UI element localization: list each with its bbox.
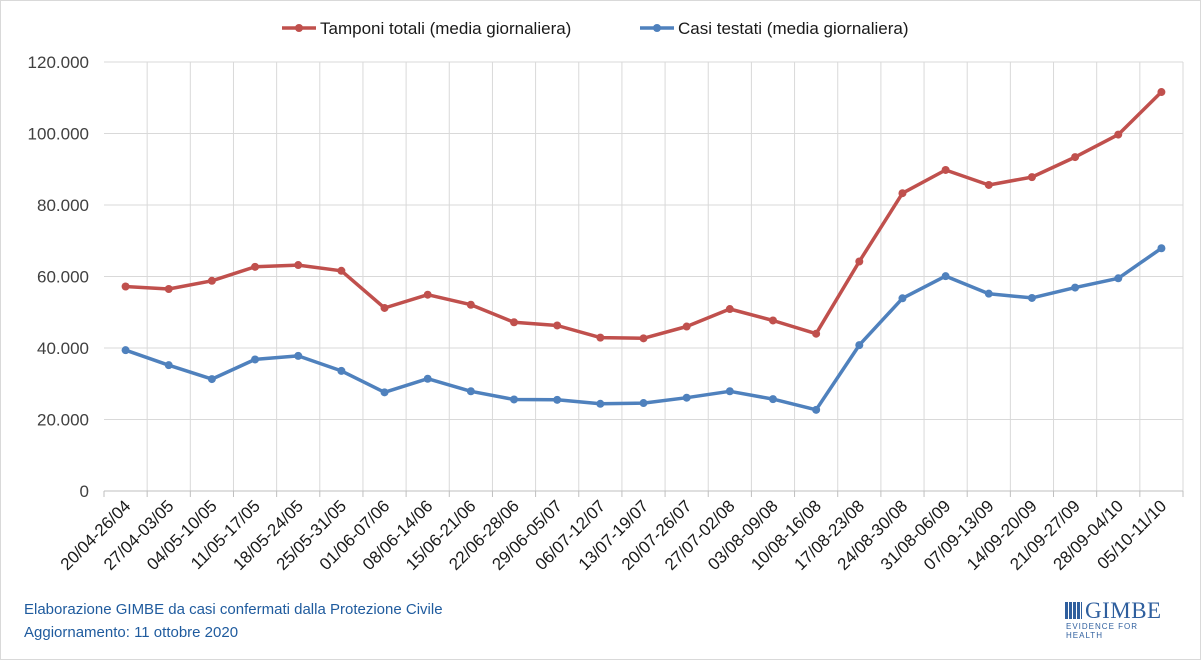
series-2-point — [596, 399, 605, 408]
y-tick-label: 20.000 — [37, 411, 89, 430]
series-1-point — [337, 266, 346, 275]
y-tick-label: 0 — [80, 482, 89, 501]
series-2-point — [380, 388, 389, 397]
series-1-point — [207, 276, 216, 285]
series-1-point — [1114, 130, 1123, 139]
y-tick-label: 120.000 — [28, 53, 89, 72]
y-tick-label: 40.000 — [37, 339, 89, 358]
series-2-point — [768, 395, 777, 404]
series-2-point — [855, 341, 864, 350]
logo-name: GIMBE — [1085, 598, 1162, 623]
series-2-point — [1027, 293, 1036, 302]
series-1-point — [682, 322, 691, 331]
series-1-point — [898, 189, 907, 198]
y-tick-label: 100.000 — [28, 125, 89, 144]
series-1-point — [466, 300, 475, 309]
footer-update: Aggiornamento: 11 ottobre 2020 — [24, 624, 239, 641]
series-1-point — [941, 165, 950, 174]
series-2-point — [941, 272, 950, 281]
legend-marker-1 — [295, 24, 303, 32]
series-2-point — [510, 395, 519, 404]
grid-layer — [104, 61, 1184, 491]
series-2-point — [164, 361, 173, 370]
footer-source: Elaborazione GIMBE da casi confermati da… — [24, 601, 443, 618]
series-1-point — [553, 321, 562, 330]
series-2-point — [682, 393, 691, 402]
legend-label-1: Tamponi totali (media giornaliera) — [320, 19, 571, 38]
series-1-point — [164, 285, 173, 294]
series-1-point — [1027, 173, 1036, 182]
series-line-1 — [123, 90, 1164, 341]
series-1-point — [121, 282, 130, 291]
series-2-point — [812, 405, 821, 414]
series-2-point — [553, 395, 562, 404]
series-2-point — [121, 346, 130, 355]
series-1-point — [423, 290, 432, 299]
series-1-point — [251, 262, 260, 271]
gimbe-logo-icon — [1065, 602, 1082, 619]
series-2-point — [725, 387, 734, 396]
series-2-point — [423, 374, 432, 383]
axis-layer: 020.00040.00060.00080.000100.000120.0002… — [28, 53, 1184, 574]
series-2-point — [1071, 283, 1080, 292]
series-1-point — [596, 333, 605, 342]
series-1-point — [380, 303, 389, 312]
series-2-point — [898, 294, 907, 303]
series-2-point — [466, 387, 475, 396]
series-1-point — [1071, 153, 1080, 162]
legend-label-2: Casi testati (media giornaliera) — [678, 19, 909, 38]
series-1-point — [768, 316, 777, 325]
series-1-point — [639, 334, 648, 343]
y-tick-label: 80.000 — [37, 196, 89, 215]
series-1-point — [984, 180, 993, 189]
footer-note: Elaborazione GIMBE da casi confermati da… — [24, 598, 443, 644]
series-1-point — [510, 318, 519, 327]
series-1-point — [812, 329, 821, 338]
series-2-point — [207, 375, 216, 384]
gimbe-logo: GIMBE EVIDENCE FOR HEALTH — [1065, 598, 1177, 640]
series-2-point — [1157, 244, 1166, 253]
series-1-point — [725, 305, 734, 314]
series-1-point — [294, 261, 303, 270]
series-2-point — [639, 399, 648, 408]
series-2-point — [251, 355, 260, 364]
logo-tagline: EVIDENCE FOR HEALTH — [1066, 622, 1139, 640]
series-1-point — [1157, 88, 1166, 97]
series-line-2 — [123, 246, 1164, 412]
series-2-point — [337, 366, 346, 375]
series-1-point — [855, 257, 864, 266]
series-layer — [121, 88, 1166, 414]
series-2-point — [984, 289, 993, 298]
legend-marker-2 — [653, 24, 661, 32]
series-2-point — [294, 351, 303, 360]
legend: Tamponi totali (media giornaliera) Casi t… — [282, 19, 909, 38]
y-tick-label: 60.000 — [37, 268, 89, 287]
series-2-point — [1114, 274, 1123, 283]
